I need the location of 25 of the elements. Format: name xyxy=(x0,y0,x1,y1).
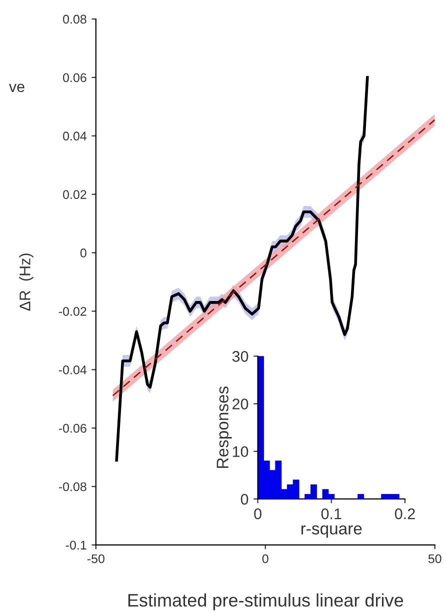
y-tick-label: 20 xyxy=(232,398,248,410)
x-tick-label: 0 xyxy=(262,554,268,564)
y-tick-label: 10 xyxy=(232,446,248,458)
text: ve xyxy=(8,84,24,92)
y-tick-label: 0.02 xyxy=(63,190,86,199)
y-axis-title: ΔR (Hz) xyxy=(19,254,34,311)
x-tick-label: 0.1 xyxy=(321,508,342,520)
x-tick-label: 50 xyxy=(428,554,442,564)
x-tick-label: -50 xyxy=(87,554,104,564)
y-tick-label: 30 xyxy=(232,351,248,362)
y-axis-title: Responses xyxy=(216,386,232,468)
y-tick-label: 0 xyxy=(80,248,86,258)
y-tick-label: 0.04 xyxy=(63,132,86,141)
y-tick-label: 0.06 xyxy=(63,73,86,82)
y-tick-label: -0.08 xyxy=(58,482,86,492)
y-tick-label: -0.04 xyxy=(58,365,86,374)
y-tick-label: 0.08 xyxy=(63,14,86,24)
y-tick-label: -0.06 xyxy=(58,424,86,433)
y-tick-label: 0 xyxy=(240,494,248,505)
x-axis-title: r-square xyxy=(301,525,362,538)
x-tick-label: 0.2 xyxy=(394,508,415,520)
x-axis-title: Estimated pre-stimulus linear drive xyxy=(128,593,404,610)
y-tick-label: -0.1 xyxy=(66,540,86,550)
y-tick-label: -0.02 xyxy=(58,307,86,316)
x-tick-label: 0 xyxy=(254,508,262,520)
